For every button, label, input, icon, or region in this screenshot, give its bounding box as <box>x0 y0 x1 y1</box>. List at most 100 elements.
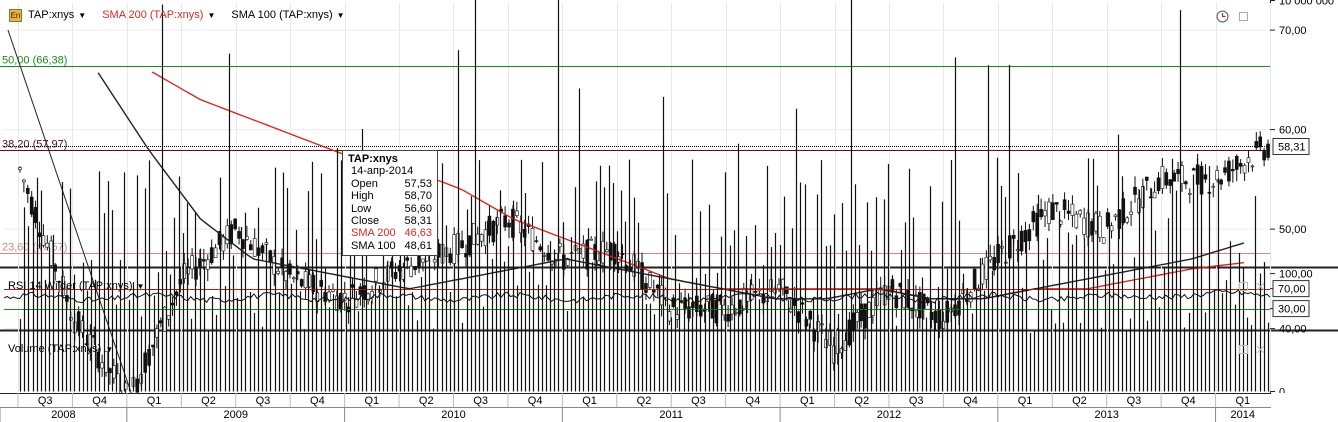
quarter-label: Q3 <box>473 395 488 407</box>
candle-body <box>29 196 34 215</box>
year-label: 2009 <box>223 409 247 421</box>
quarter-label: Q1 <box>1235 395 1250 407</box>
candle-body <box>1231 168 1235 172</box>
candle-body <box>515 210 519 216</box>
candle-body <box>472 222 476 245</box>
candle-body <box>1203 174 1208 180</box>
candle-body <box>992 256 996 271</box>
close-icon[interactable] <box>1256 345 1265 357</box>
candle-body <box>1184 181 1188 185</box>
candle-body <box>785 286 789 294</box>
candle-body <box>1078 210 1083 215</box>
candle-body <box>350 284 355 288</box>
candle-body <box>1098 215 1102 238</box>
candle-body <box>1262 150 1266 161</box>
sma200-label: SMA 200 (TAP:xnys) <box>102 9 204 21</box>
clock-icon[interactable] <box>1216 10 1229 26</box>
candle-body <box>49 240 54 266</box>
candle-body <box>276 270 280 274</box>
candle-body <box>205 259 210 270</box>
candle-body <box>1109 225 1114 232</box>
candle-body <box>1043 210 1047 217</box>
year-label: 2008 <box>51 409 75 421</box>
rsi-panel-title[interactable]: RSI 14 Wilder (TAP:xnys) ▼ <box>8 280 144 292</box>
candle-body <box>1105 212 1110 227</box>
volume-panel-title[interactable]: Volume (TAP:xnys) ▼ <box>8 343 113 355</box>
chevron-down-icon: ▼ <box>207 10 216 20</box>
candle-body <box>1258 136 1263 148</box>
volume-title-label: Volume (TAP:xnys) <box>8 343 102 355</box>
chevron-down-icon: ▼ <box>136 281 145 291</box>
candle-body <box>1266 143 1270 158</box>
candle-body <box>503 215 507 228</box>
tooltip-open-value: 57,53 <box>404 177 432 190</box>
quarter-label: Q1 <box>364 395 379 407</box>
candle-body <box>252 238 257 257</box>
candle-body <box>1133 186 1137 195</box>
candle-body <box>530 227 535 251</box>
candle-body <box>804 319 809 327</box>
price-tick-label: 60,00 <box>1279 125 1307 137</box>
candle-body <box>1156 177 1161 192</box>
rsi-level-badge <box>1272 280 1310 298</box>
candle-body <box>190 255 194 270</box>
tooltip-low-label: Low <box>351 202 372 215</box>
quarter-label: Q4 <box>528 395 543 407</box>
candle-body <box>984 257 989 280</box>
language-icon[interactable]: En <box>9 8 22 22</box>
tooltip-row-low: Low 56,60 <box>348 203 432 215</box>
candle-body <box>507 222 511 228</box>
tooltip-sma200-label: SMA 200 <box>351 227 396 240</box>
candle-body <box>1254 141 1259 148</box>
quarter-label: Q3 <box>1127 395 1142 407</box>
candle-body <box>1121 198 1126 224</box>
candle-body <box>288 263 292 275</box>
candle-body <box>605 249 609 252</box>
candle-body <box>389 261 394 269</box>
year-label: 2014 <box>1231 409 1255 421</box>
candle-body <box>914 294 918 312</box>
candle-body <box>1227 160 1231 182</box>
candle-body <box>487 215 492 236</box>
candle-body <box>835 330 840 354</box>
candle-body <box>421 258 425 263</box>
rsi-level-badge <box>1272 300 1310 318</box>
candle-body <box>186 267 190 275</box>
candle-body <box>565 258 570 266</box>
sma100-selector[interactable]: SMA 100 (TAP:xnys) ▼ <box>231 9 344 21</box>
tooltip-high-value: 58,70 <box>404 190 432 203</box>
candle-body <box>671 297 676 307</box>
maximize-icon[interactable] <box>1239 345 1248 357</box>
quarter-label: Q2 <box>1072 395 1087 407</box>
candle-body <box>1074 213 1079 229</box>
candle-body <box>831 345 836 364</box>
candle-body <box>292 277 296 280</box>
candle-body <box>1219 179 1223 185</box>
instrument-selector[interactable]: TAP:xnys ▼ <box>28 9 86 21</box>
candle-body <box>178 278 183 285</box>
quarter-label: Q4 <box>746 395 761 407</box>
tooltip-row-sma100: SMA 100 48,61 <box>348 240 432 252</box>
candle-body <box>1141 186 1145 208</box>
candle-body <box>1238 163 1243 167</box>
price-tooltip: TAP:xnys 14-апр-2014 Open 57,53 High 58,70… <box>342 150 438 256</box>
price-tick-label: 40,00 <box>1279 324 1307 336</box>
quarter-label: Q2 <box>201 395 216 407</box>
tooltip-date: 14-апр-2014 <box>351 165 414 178</box>
candle-body <box>675 314 680 320</box>
candle-body <box>166 315 171 320</box>
close-icon[interactable] <box>1256 282 1265 294</box>
candle-body <box>25 187 30 194</box>
tooltip-close-value: 58,31 <box>404 215 432 228</box>
tooltip-row-sma200: SMA 200 46,63 <box>348 227 432 239</box>
maximize-icon[interactable] <box>1239 282 1248 294</box>
candle-body <box>941 320 946 329</box>
last-price-label: 58,31 <box>1278 142 1306 154</box>
sma200-selector[interactable]: SMA 200 (TAP:xnys) ▼ <box>102 9 215 21</box>
candle-body <box>1152 191 1157 199</box>
fib-level-label: 50,00 (66,38) <box>2 55 67 67</box>
maximize-icon[interactable] <box>1239 12 1248 24</box>
candle-body <box>495 217 500 226</box>
candle-body <box>475 233 480 245</box>
